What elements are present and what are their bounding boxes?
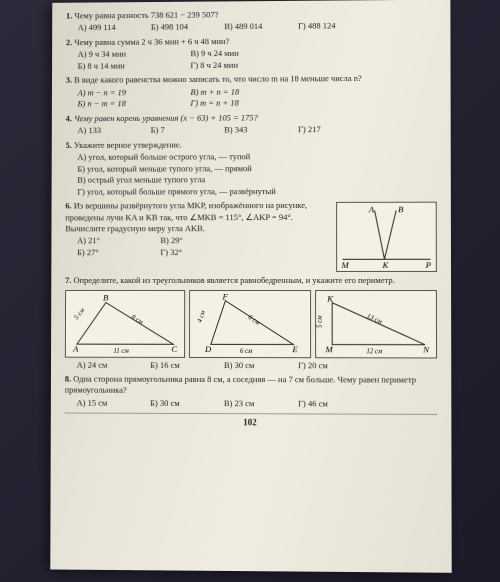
option: А) 24 см [77,359,147,371]
svg-text:12 см: 12 см [366,348,383,355]
option: В) 489 014 [224,21,294,33]
svg-text:5 см: 5 см [73,306,87,321]
svg-text:6 см: 6 см [240,348,253,355]
problem-text: Чему равна разность 738 621 − 239 507? [74,9,218,20]
option: Б) 7 [151,125,221,137]
option: А) 499 114 [78,22,147,34]
option: Б) 30 см [150,398,220,410]
option: А) 21° [77,236,156,248]
svg-text:E: E [292,344,299,354]
problem-5: 5. Укажите верное утверждение. А) угол, … [65,138,436,197]
problem-number: 5. [66,140,72,150]
svg-text:M: M [324,344,333,354]
svg-text:P: P [425,260,432,270]
option: В) 343 [224,124,294,136]
option: А) 9 ч 34 мин [78,49,187,61]
problem-number: 7. [65,275,71,285]
problem-number: 6. [65,201,71,211]
svg-text:K: K [326,293,334,303]
option: В) острый угол меньше тупого угла [77,174,436,187]
problem-text: В виде какого равенства можно записать т… [74,73,362,85]
option: Б) 498 104 [151,22,220,34]
option: Г) 8 ч 24 мин [190,60,260,72]
option: В) m + n = 18 [190,86,260,98]
svg-text:B: B [398,204,404,214]
option: Б) n − m = 18 [78,98,187,110]
svg-text:13 см: 13 см [365,312,383,325]
option: Г) 488 124 [298,21,368,33]
triangle-abc: A B C 5 см 8 см 11 см [65,289,186,357]
problem-text: Из вершины развёрнутого угла MKP, изобра… [65,200,307,233]
option: В) 23 см [224,398,294,410]
problem-number: 3. [66,75,72,85]
svg-text:K: K [381,260,389,270]
angle-figure: A B M K P [336,202,437,272]
problem-4: 4. Чему равен корень уравнения (x − 63) … [66,111,437,137]
option: Б) 8 ч 14 мин [78,60,187,72]
problem-number: 8. [65,374,71,384]
page-number: 102 [65,413,438,430]
problem-text: Чему равен корень уравнения (x − 63) + 1… [74,112,258,123]
triangle-dfe: D F E 4 см 6 см 6 см [189,289,310,357]
svg-text:C: C [171,344,177,354]
option: Б) 27° [77,247,156,258]
svg-text:8 см: 8 см [130,313,145,326]
problem-text: Укажите верное утверждение. [74,139,182,149]
problem-7: 7. Определите, какой из треугольников яв… [65,275,437,372]
problem-text: Определите, какой из треугольников являе… [74,275,395,285]
option: Г) m = n + 18 [190,98,260,110]
textbook-page: 1. Чему равна разность 738 621 − 239 507… [50,0,451,573]
option: Г) 32° [160,247,230,259]
option: А) 133 [77,125,146,137]
option: Б) 16 см [150,359,220,371]
svg-text:5 см: 5 см [316,314,323,327]
svg-text:11 см: 11 см [113,347,129,354]
problem-2: 2. Чему равна сумма 2 ч 36 мин + 6 ч 48 … [66,35,437,73]
option: В) 29° [160,236,230,248]
option: В) 30 см [224,360,294,372]
option: Г) 46 см [298,398,368,410]
svg-text:A: A [72,343,79,353]
triangle-kmn: K M N 5 см 13 см 12 см [315,290,437,358]
problem-3: 3. В виде какого равенства можно записат… [66,73,437,110]
svg-text:A: A [368,205,375,215]
option: Г) 217 [298,124,368,136]
svg-text:4 см: 4 см [197,308,208,323]
svg-text:B: B [103,292,109,302]
svg-text:D: D [204,344,212,354]
problem-1: 1. Чему равна разность 738 621 − 239 507… [66,8,436,35]
option: В) 9 ч 24 мин [190,48,260,60]
problem-number: 1. [66,11,72,21]
problem-number: 2. [66,37,72,47]
option: Г) угол, который больше прямого угла, — … [77,185,436,197]
option: А) 15 см [77,398,147,410]
svg-text:6 см: 6 см [247,313,262,326]
svg-text:N: N [422,344,430,354]
option: Г) 20 см [298,360,368,372]
problem-text: Одна сторона прямоугольника равна 8 см, … [65,374,416,396]
problem-8: 8. Одна сторона прямоугольника равна 8 с… [65,374,437,411]
problem-6: 6. Из вершины развёрнутого угла MKP, изо… [65,200,437,272]
problem-number: 4. [66,113,72,123]
option: А) m − n = 19 [78,87,187,99]
problem-text: Чему равна сумма 2 ч 36 мин + 6 ч 48 мин… [74,36,229,47]
svg-text:F: F [222,291,229,301]
svg-text:M: M [340,260,349,270]
